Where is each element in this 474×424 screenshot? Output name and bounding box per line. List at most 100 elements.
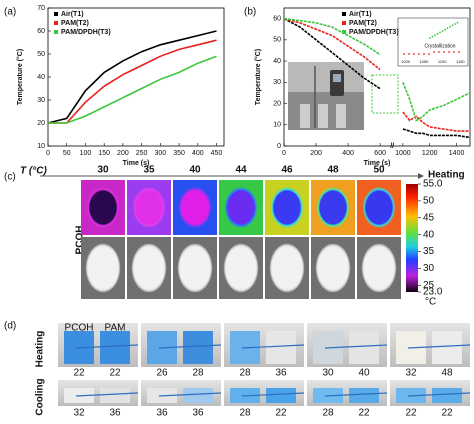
legend-label: PAM(T2) bbox=[349, 20, 377, 27]
plot-frame bbox=[283, 7, 471, 147]
temperature-reading: 28 bbox=[239, 408, 251, 419]
direction-label: Heating bbox=[428, 170, 465, 181]
thermal-image bbox=[265, 180, 309, 235]
y-tick-label: 50 bbox=[37, 51, 45, 58]
series-line bbox=[402, 82, 471, 122]
temperature-reading: 36 bbox=[156, 408, 168, 419]
legend-marker bbox=[342, 30, 346, 34]
temperature-label: 40 bbox=[189, 165, 201, 176]
legend-marker bbox=[54, 21, 58, 25]
inset-dot bbox=[434, 34, 436, 37]
y-tick-label: 60 bbox=[273, 15, 281, 22]
series-line bbox=[48, 55, 217, 124]
inset-dot bbox=[423, 53, 425, 55]
y-tick-label: 20 bbox=[273, 100, 281, 107]
x-tick-label: 1200 bbox=[422, 150, 438, 157]
temperature-label: 30 bbox=[97, 165, 109, 176]
inset-dot bbox=[431, 35, 434, 38]
temperature-reading: 48 bbox=[441, 368, 453, 379]
inset-dot bbox=[439, 31, 441, 34]
inset-dot bbox=[413, 53, 415, 55]
x-tick-label: 100 bbox=[80, 150, 92, 157]
legend-marker bbox=[54, 12, 58, 16]
inset-dot bbox=[428, 53, 430, 55]
colorbar-label: 35 bbox=[423, 246, 435, 257]
legend-label: PAM/DPDH(T3) bbox=[349, 29, 399, 36]
temperature-reading: 28 bbox=[192, 368, 204, 379]
thermal-image bbox=[357, 180, 401, 235]
inset-tick-label: 1000 bbox=[401, 59, 411, 64]
x-tick-label: 600 bbox=[374, 150, 386, 157]
x-tick-label: 300 bbox=[154, 150, 166, 157]
inset-dot bbox=[458, 51, 460, 53]
legend-marker bbox=[342, 12, 346, 16]
temperature-reading: 22 bbox=[109, 368, 121, 379]
x-axis-label: Time (s) bbox=[364, 160, 391, 167]
sample-square bbox=[266, 331, 296, 364]
inset-dot bbox=[408, 53, 410, 55]
y-tick-label: 20 bbox=[37, 120, 45, 127]
y-tick-label: 60 bbox=[37, 28, 45, 35]
colorbar bbox=[406, 184, 418, 292]
legend-marker bbox=[342, 21, 346, 25]
sample-square bbox=[100, 388, 130, 403]
temperature-axis-label: T (°C) bbox=[20, 166, 47, 177]
temperature-reading: 30 bbox=[322, 368, 334, 379]
probe-wire bbox=[241, 392, 305, 397]
y-tick-label: 40 bbox=[37, 74, 45, 81]
inset-chart bbox=[397, 17, 469, 67]
temperature-reading: 28 bbox=[239, 368, 251, 379]
sample-label: PCOH bbox=[75, 226, 86, 255]
series-line bbox=[283, 17, 381, 90]
temperature-reading: 22 bbox=[358, 408, 370, 419]
legend-label: PAM(T2) bbox=[61, 20, 89, 27]
y-tick-label: 0 bbox=[277, 143, 281, 150]
inset-dot bbox=[429, 37, 431, 39]
colorbar-label: 30 bbox=[423, 263, 435, 274]
probe-wire bbox=[407, 392, 471, 397]
sample-square bbox=[349, 331, 379, 364]
inset-dot bbox=[438, 51, 440, 53]
x-tick-label: 1000 bbox=[395, 150, 411, 157]
inset-annotation: Crystallization bbox=[424, 43, 455, 49]
panel-label: (c) bbox=[4, 172, 16, 183]
y-tick-label: 70 bbox=[37, 5, 45, 12]
probe-wire bbox=[158, 344, 222, 349]
series-line bbox=[47, 30, 217, 124]
temperature-reading: 28 bbox=[322, 408, 334, 419]
temperature-reading: 22 bbox=[405, 408, 417, 419]
thermal-image bbox=[219, 180, 263, 235]
temperature-reading: 36 bbox=[275, 368, 287, 379]
row-label: Cooling bbox=[35, 378, 46, 415]
x-tick-label: 0 bbox=[282, 150, 286, 157]
series-line bbox=[402, 111, 470, 132]
temperature-reading: 36 bbox=[109, 408, 121, 419]
inset-dot bbox=[418, 53, 420, 55]
temperature-reading: 22 bbox=[73, 368, 85, 379]
legend-label: Air(T1) bbox=[61, 11, 84, 18]
inset-tick-label: 1150 bbox=[456, 59, 465, 64]
x-tick-label: 400 bbox=[342, 150, 354, 157]
sample-square bbox=[266, 388, 296, 403]
temperature-label: 35 bbox=[143, 165, 155, 176]
y-tick-label: 30 bbox=[37, 97, 45, 104]
x-tick-label: 400 bbox=[192, 150, 204, 157]
probe-wire bbox=[75, 344, 139, 349]
thermal-image bbox=[81, 180, 125, 235]
temperature-reading: 32 bbox=[405, 368, 417, 379]
y-tick-label: 10 bbox=[37, 143, 45, 150]
y-axis-label: Temperature (°C) bbox=[254, 49, 262, 105]
sample-name: PAM bbox=[105, 323, 126, 334]
legend-marker bbox=[54, 30, 58, 34]
temperature-label: 44 bbox=[235, 165, 247, 176]
inset-dot bbox=[436, 32, 439, 35]
legend-label: Air(T1) bbox=[349, 11, 372, 18]
sample-photo bbox=[265, 237, 309, 299]
temperature-reading: 22 bbox=[441, 408, 453, 419]
inset-dot bbox=[441, 30, 444, 32]
temperature-label: 46 bbox=[281, 165, 293, 176]
sample-photo bbox=[219, 237, 263, 299]
sample-square bbox=[349, 388, 379, 403]
temperature-reading: 36 bbox=[192, 408, 204, 419]
